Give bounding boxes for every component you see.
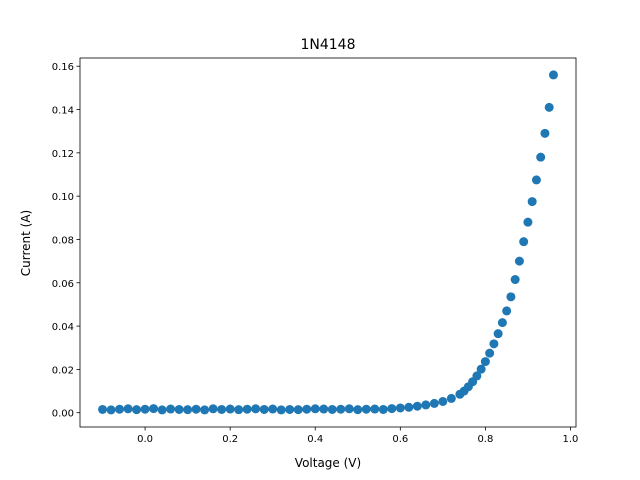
point	[421, 400, 431, 410]
point	[302, 404, 312, 414]
point	[242, 404, 252, 414]
point	[268, 404, 278, 414]
point	[310, 404, 320, 414]
point	[353, 405, 363, 415]
point	[548, 70, 558, 80]
point	[191, 404, 201, 414]
point	[497, 318, 507, 328]
y-tick-label: 0.04	[52, 322, 74, 333]
point	[276, 405, 286, 415]
point	[225, 404, 235, 414]
point	[502, 306, 512, 316]
point	[429, 398, 439, 408]
x-tick-label: 0.0	[137, 434, 153, 445]
point	[489, 339, 499, 349]
y-tick-label: 0.16	[52, 62, 74, 73]
point	[140, 404, 150, 414]
point	[412, 401, 422, 411]
point	[510, 275, 520, 285]
point	[395, 403, 405, 413]
point	[336, 404, 346, 414]
point	[472, 371, 482, 381]
point	[527, 197, 537, 207]
point	[506, 292, 516, 302]
point	[344, 404, 354, 414]
point	[378, 404, 388, 414]
point	[183, 405, 193, 415]
point	[536, 152, 546, 162]
plot-frame	[79, 57, 577, 428]
point	[157, 405, 167, 415]
point	[259, 404, 269, 414]
point	[149, 404, 159, 414]
point	[370, 404, 380, 414]
point	[387, 404, 397, 414]
point	[106, 405, 116, 415]
point	[234, 405, 244, 415]
point	[319, 404, 329, 414]
point	[485, 348, 495, 358]
point	[404, 402, 414, 412]
point	[285, 404, 295, 414]
point	[480, 357, 490, 367]
point	[540, 128, 550, 138]
chart-title: 1N4148	[300, 37, 355, 53]
point	[519, 237, 529, 247]
y-tick-label: 0.00	[52, 409, 74, 420]
point	[132, 405, 142, 415]
y-axis-label: Current (A)	[19, 210, 33, 276]
point	[98, 404, 108, 414]
x-axis-label: Voltage (V)	[295, 456, 361, 470]
x-tick-label: 0.8	[477, 434, 493, 445]
y-tick-label: 0.10	[52, 192, 74, 203]
point	[251, 404, 261, 414]
x-tick-label: 0.6	[392, 434, 408, 445]
point	[531, 175, 541, 185]
point	[446, 393, 456, 403]
x-tick-label: 0.4	[307, 434, 323, 445]
point	[544, 102, 554, 112]
point	[208, 404, 218, 414]
point	[200, 405, 210, 415]
x-tick-label: 0.2	[222, 434, 238, 445]
point	[293, 405, 303, 415]
y-tick-label: 0.14	[52, 106, 74, 117]
y-tick-label: 0.08	[52, 235, 74, 246]
x-tick-label: 1.0	[563, 434, 579, 445]
point	[327, 404, 337, 414]
y-tick-label: 0.06	[52, 279, 74, 290]
y-tick-label: 0.12	[52, 149, 74, 160]
point	[438, 396, 448, 406]
point	[166, 404, 176, 414]
point	[523, 217, 533, 227]
point	[174, 404, 184, 414]
point	[514, 256, 524, 266]
point	[217, 404, 227, 414]
point	[361, 404, 371, 414]
y-tick-label: 0.02	[52, 365, 74, 376]
point	[123, 404, 133, 414]
point	[476, 364, 486, 374]
point	[493, 329, 503, 339]
point	[115, 404, 125, 414]
